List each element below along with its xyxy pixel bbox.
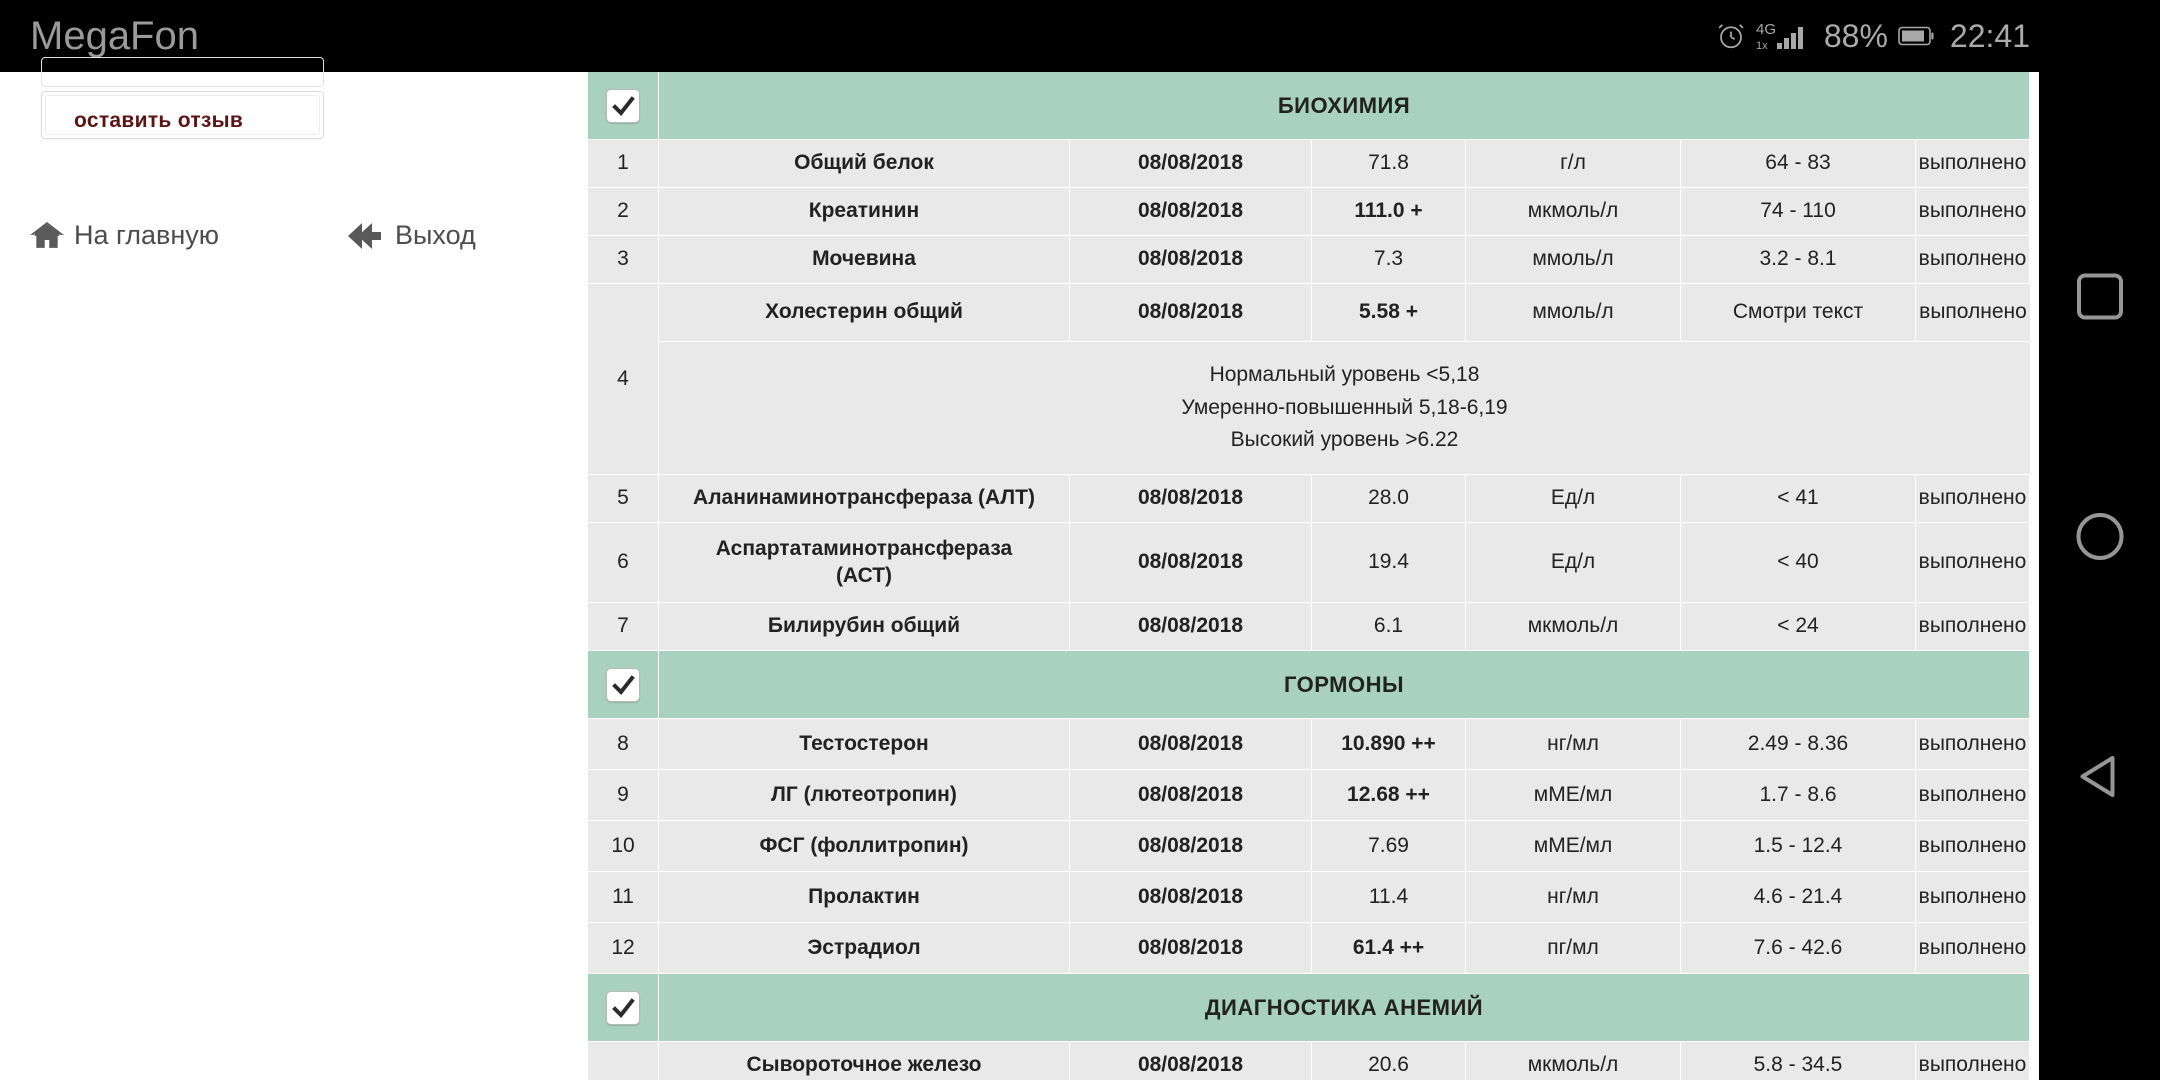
svg-text:4G: 4G bbox=[1756, 21, 1776, 38]
svg-text:1x: 1x bbox=[1756, 40, 1768, 52]
